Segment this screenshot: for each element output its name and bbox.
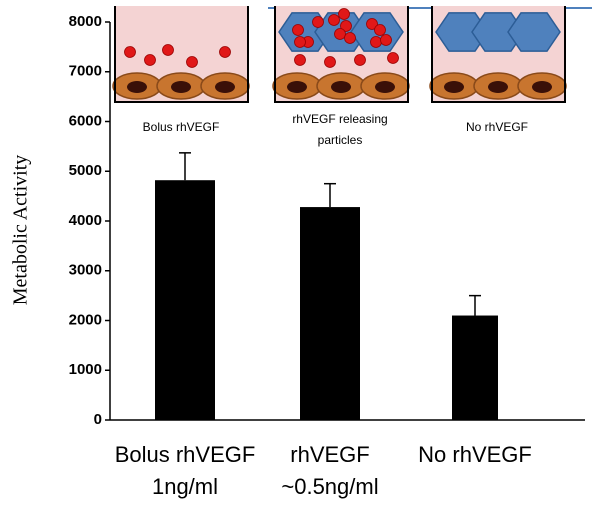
cell-nucleus: [171, 81, 191, 93]
well-label: Bolus rhVEGF: [143, 120, 220, 134]
growth-factor: [294, 36, 306, 48]
well-label: No rhVEGF: [466, 120, 528, 134]
growth-factor: [219, 46, 231, 58]
cell-nucleus: [287, 81, 307, 93]
growth-factor: [292, 24, 304, 36]
x-tick-label: Bolus rhVEGF: [115, 442, 256, 467]
growth-factor: [374, 24, 386, 36]
growth-factor: [344, 32, 356, 44]
y-tick-label: 0: [94, 411, 102, 428]
growth-factor: [162, 44, 174, 56]
growth-factor: [312, 16, 324, 28]
bar: [300, 207, 360, 420]
error-bar: [324, 182, 336, 208]
growth-factor: [370, 36, 382, 48]
well-label: rhVEGF releasing: [292, 112, 387, 126]
growth-factor: [294, 54, 306, 66]
cell-nucleus: [488, 81, 508, 93]
x-tick-label: 1ng/ml: [152, 474, 218, 499]
y-tick-label: 8000: [69, 13, 102, 30]
well-wall: [114, 6, 249, 103]
error-bar: [469, 294, 481, 316]
well-wall: [274, 6, 409, 103]
x-tick-label: rhVEGF: [290, 442, 369, 467]
cell-nucleus: [532, 81, 552, 93]
y-tick-label: 2000: [69, 311, 102, 328]
y-axis-label: Metabolic Activity: [10, 155, 32, 306]
growth-factor: [144, 54, 156, 66]
y-tick-label: 6000: [69, 112, 102, 129]
particle: [471, 12, 525, 52]
bar: [452, 315, 498, 420]
growth-factor: [324, 56, 336, 68]
bar: [155, 180, 215, 420]
growth-factor: [340, 20, 352, 32]
growth-factor: [124, 46, 136, 58]
y-tick-label: 1000: [69, 361, 102, 378]
particle: [507, 12, 561, 52]
cell-nucleus: [215, 81, 235, 93]
growth-factor: [380, 34, 392, 46]
x-tick-label: ~0.5ng/ml: [281, 474, 378, 499]
growth-factor: [334, 28, 346, 40]
y-tick-label: 3000: [69, 262, 102, 279]
x-tick-label: No rhVEGF: [418, 442, 532, 467]
cell-nucleus: [127, 81, 147, 93]
y-tick-label: 5000: [69, 162, 102, 179]
cell-nucleus: [375, 81, 395, 93]
growth-factor: [354, 54, 366, 66]
growth-factor: [387, 52, 399, 64]
growth-factor: [186, 56, 198, 68]
growth-factor: [366, 18, 378, 30]
well-wall: [431, 6, 566, 103]
error-bar: [179, 152, 191, 181]
growth-factor: [328, 14, 340, 26]
well-label: particles: [318, 133, 363, 147]
particle: [435, 12, 489, 52]
y-tick-label: 4000: [69, 212, 102, 229]
growth-factor: [338, 8, 350, 20]
cell-nucleus: [331, 81, 351, 93]
cell-nucleus: [444, 81, 464, 93]
y-tick-label: 7000: [69, 63, 102, 80]
